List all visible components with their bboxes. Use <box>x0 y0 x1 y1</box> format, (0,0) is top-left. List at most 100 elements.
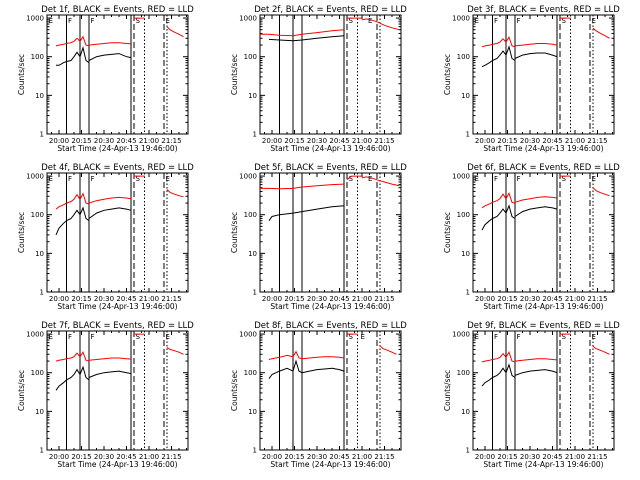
events-series-line <box>492 208 507 219</box>
marker-label: F <box>91 17 95 25</box>
x-axis-label: Start Time (24-Apr-13 19:46:00) <box>57 302 177 311</box>
interval-label: E <box>49 175 53 183</box>
detector-panel: Det 9f, BLACK = Events, RED = LLD 1 10 100 1… <box>443 321 620 469</box>
x-axis-label: Start Time (24-Apr-13 19:46:00) <box>270 460 390 469</box>
marker-label: F <box>494 175 498 183</box>
x-tick-label: 20:00 <box>262 453 282 461</box>
interval-label: S <box>136 17 141 25</box>
y-tick-label: 1000 <box>26 331 44 339</box>
lld-series-line <box>361 176 400 187</box>
x-tick-label: 20:15 <box>497 453 517 461</box>
y-tick-label: 100 <box>31 211 44 219</box>
interval-label: E <box>361 333 365 341</box>
x-tick-label: 21:00 <box>565 453 585 461</box>
interval-label: E <box>368 17 372 25</box>
lld-series-line <box>505 191 516 204</box>
lld-series-line <box>66 37 81 44</box>
marker-label: F <box>91 333 95 341</box>
x-tick-label: 20:00 <box>262 295 282 303</box>
lld-series-line <box>514 43 558 47</box>
x-tick-label: 21:00 <box>139 453 159 461</box>
x-tick-label: 20:45 <box>116 295 136 303</box>
x-tick-label: 20:00 <box>49 295 69 303</box>
y-tick-label: 1 <box>253 289 257 297</box>
y-tick-label: 1 <box>466 131 470 139</box>
x-tick-label: 21:00 <box>352 453 372 461</box>
x-tick-label: 20:15 <box>284 295 304 303</box>
y-tick-label: 100 <box>31 53 44 61</box>
lld-series-line <box>88 196 132 204</box>
y-tick-label: 10 <box>35 250 44 258</box>
lld-series-line <box>592 345 610 355</box>
x-tick-label: 20:00 <box>475 295 495 303</box>
events-series-line <box>505 204 516 219</box>
events-series-line <box>514 369 558 376</box>
y-tick-label: 10 <box>461 250 470 258</box>
y-tick-label: 10 <box>461 408 470 416</box>
interval-label: S <box>349 17 354 25</box>
marker-label: F <box>494 17 498 25</box>
x-tick-label: 21:00 <box>565 295 585 303</box>
events-series-line <box>88 207 132 219</box>
y-tick-label: 1 <box>40 289 44 297</box>
y-tick-label: 1000 <box>239 331 257 339</box>
plot-frame <box>46 172 189 293</box>
plot-frame <box>46 14 189 135</box>
detector-panel: Det 6f, BLACK = Events, RED = LLD 1 10 100 1… <box>443 163 620 311</box>
lld-series-line <box>268 354 294 360</box>
x-tick-label: 21:00 <box>352 295 372 303</box>
interval-label: E <box>166 17 170 25</box>
marker-label: F <box>68 175 72 183</box>
lld-series-line <box>505 351 516 363</box>
lld-series-line <box>592 27 610 39</box>
events-series-line <box>268 205 345 221</box>
x-tick-label: 20:30 <box>520 295 540 303</box>
events-series-line <box>55 220 67 236</box>
lld-series-line <box>481 201 493 209</box>
detector-panel: Det 1f, BLACK = Events, RED = LLD 1 10 100 1… <box>17 5 194 153</box>
y-tick-label: 1 <box>253 447 257 455</box>
lld-series-line <box>514 196 558 203</box>
interval-label: E <box>592 175 596 183</box>
y-tick-label: 100 <box>457 369 470 377</box>
panel-title: Det 6f, BLACK = Events, RED = LLD <box>467 163 620 173</box>
events-series-line <box>481 60 493 68</box>
lld-series-line <box>55 358 67 362</box>
x-tick-label: 20:00 <box>262 137 282 145</box>
x-tick-label: 21:15 <box>374 137 394 145</box>
x-tick-label: 21:15 <box>374 295 394 303</box>
marker-label: F <box>68 17 72 25</box>
lld-series-line <box>481 43 493 48</box>
y-tick-label: 100 <box>457 53 470 61</box>
panel-title: Det 2f, BLACK = Events, RED = LLD <box>254 5 407 15</box>
x-axis-label: Start Time (24-Apr-13 19:46:00) <box>270 144 390 153</box>
plot-frame <box>259 14 402 135</box>
y-axis-label: Counts/sec <box>443 212 452 253</box>
x-tick-label: 20:30 <box>94 453 114 461</box>
events-series-line <box>505 45 516 61</box>
lld-series-line <box>592 187 610 197</box>
y-axis-label: Counts/sec <box>230 370 239 411</box>
detector-panel: Det 2f, BLACK = Events, RED = LLD 1 10 100 1… <box>230 5 407 153</box>
y-tick-label: 100 <box>31 369 44 377</box>
panel-title: Det 9f, BLACK = Events, RED = LLD <box>467 321 620 331</box>
x-tick-label: 20:30 <box>94 137 114 145</box>
plot-frame <box>472 14 615 135</box>
lld-series-line <box>346 175 362 181</box>
x-tick-label: 20:30 <box>307 137 327 145</box>
detector-panel: Det 5f, BLACK = Events, RED = LLD 1 10 100 1… <box>230 163 407 311</box>
events-series-line <box>514 52 558 59</box>
x-tick-label: 21:00 <box>352 137 372 145</box>
y-tick-label: 1000 <box>452 15 470 23</box>
events-series-line <box>268 367 294 379</box>
x-tick-label: 20:30 <box>307 453 327 461</box>
interval-label: E <box>49 333 53 341</box>
y-tick-label: 1000 <box>26 15 44 23</box>
panel-title: Det 5f, BLACK = Events, RED = LLD <box>254 163 407 173</box>
interval-label: E <box>368 175 372 183</box>
events-series-line <box>88 53 132 61</box>
lld-series-line <box>514 358 558 362</box>
interval-label: E <box>166 175 170 183</box>
x-tick-label: 20:45 <box>329 453 349 461</box>
